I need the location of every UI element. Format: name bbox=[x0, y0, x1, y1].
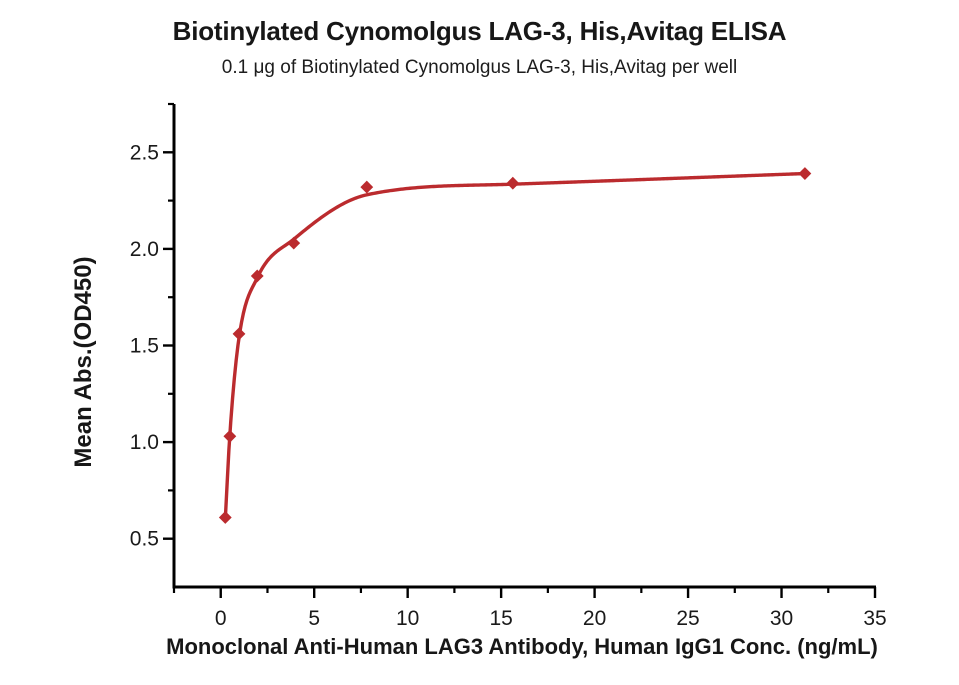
data-point-marker bbox=[250, 269, 264, 283]
y-tick-label: 1.0 bbox=[130, 431, 159, 454]
x-tick-label: 25 bbox=[676, 607, 699, 630]
chart-subtitle: 0.1 μg of Biotinylated Cynomolgus LAG-3,… bbox=[221, 57, 738, 78]
data-point-marker bbox=[223, 429, 237, 443]
data-point-marker bbox=[506, 176, 520, 190]
y-tick-label: 2.5 bbox=[130, 141, 159, 164]
data-point-marker bbox=[287, 236, 301, 250]
x-tick-label: 5 bbox=[308, 607, 320, 630]
data-point-marker bbox=[232, 327, 246, 341]
x-axis-title: Monoclonal Anti-Human LAG3 Antibody, Hum… bbox=[166, 634, 878, 659]
y-tick-label: 2.0 bbox=[130, 238, 159, 261]
y-tick-label: 1.5 bbox=[130, 335, 159, 358]
x-tick-label: 20 bbox=[583, 607, 606, 630]
data-point-marker bbox=[798, 167, 812, 180]
x-tick-label: 30 bbox=[770, 607, 793, 630]
fit-curve bbox=[223, 171, 807, 522]
y-axis-title: Mean Abs.(OD450) bbox=[70, 256, 97, 468]
x-tick-label: 10 bbox=[396, 607, 419, 630]
x-tick-label: 35 bbox=[863, 607, 886, 630]
data-point-marker bbox=[360, 180, 374, 194]
chart-title: Biotinylated Cynomolgus LAG-3, His,Avita… bbox=[172, 16, 787, 46]
data-point-marker bbox=[218, 511, 232, 524]
x-tick-label: 0 bbox=[215, 607, 227, 630]
x-tick-label: 15 bbox=[489, 607, 512, 630]
y-tick-label: 0.5 bbox=[130, 528, 159, 551]
